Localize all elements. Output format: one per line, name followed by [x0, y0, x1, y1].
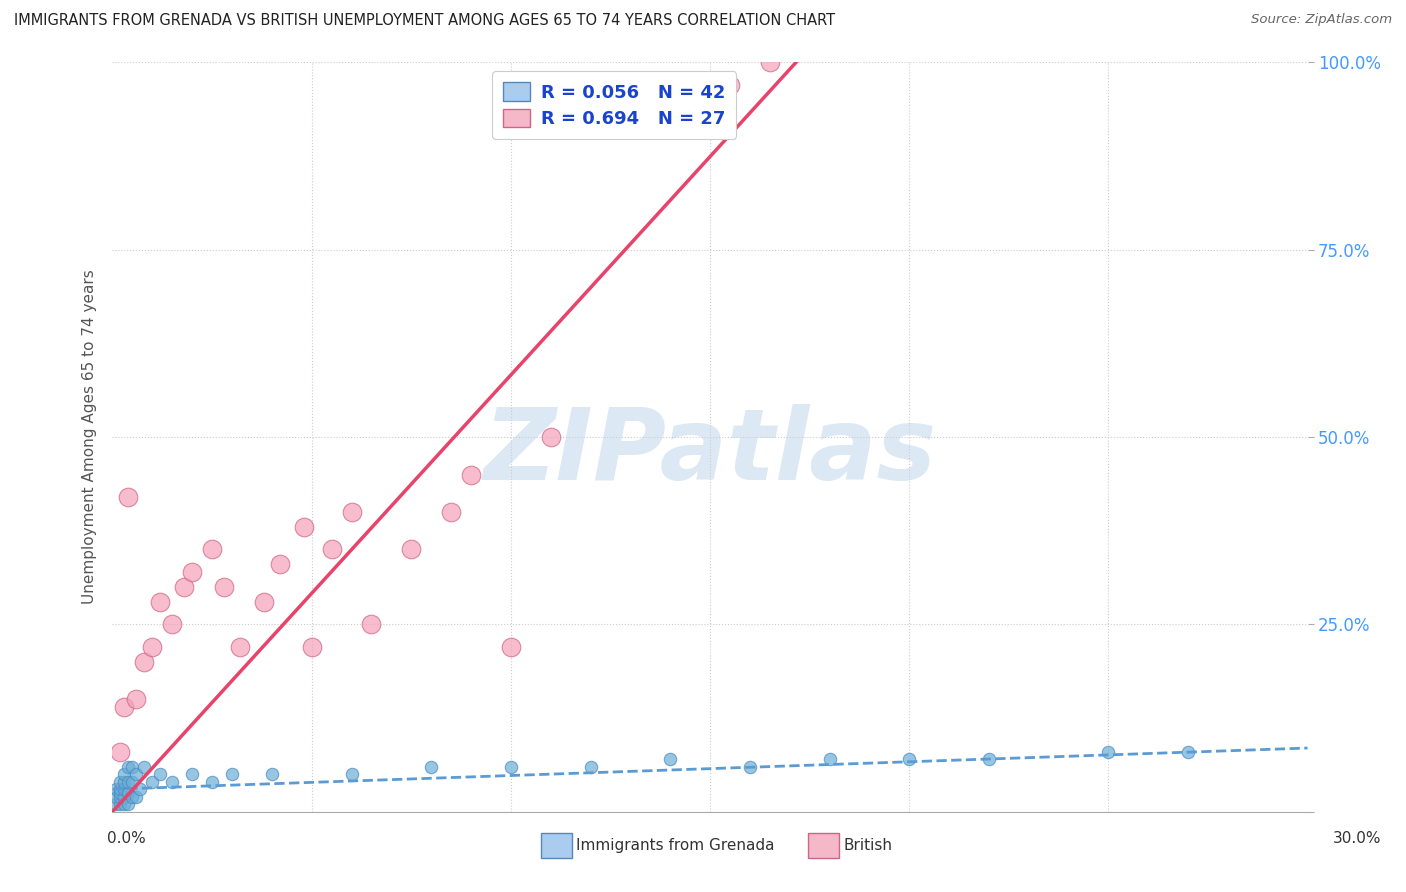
- Point: [173, 580, 195, 594]
- Point: [301, 640, 323, 654]
- Point: [818, 752, 841, 766]
- Point: [134, 760, 156, 774]
- Text: 30.0%: 30.0%: [1333, 831, 1381, 846]
- Point: [718, 78, 741, 92]
- Point: [579, 760, 602, 774]
- Point: [114, 699, 135, 714]
- Point: [110, 782, 132, 797]
- Text: British: British: [844, 838, 893, 853]
- Point: [105, 797, 128, 812]
- Point: [738, 760, 761, 774]
- Point: [125, 692, 148, 706]
- Point: [121, 789, 143, 804]
- Text: Immigrants from Grenada: Immigrants from Grenada: [576, 838, 775, 853]
- Point: [201, 774, 224, 789]
- Point: [117, 797, 139, 812]
- Point: [110, 774, 132, 789]
- Point: [221, 767, 243, 781]
- Point: [110, 745, 132, 759]
- Point: [149, 595, 172, 609]
- Point: [181, 767, 204, 781]
- Point: [125, 767, 148, 781]
- Text: Source: ZipAtlas.com: Source: ZipAtlas.com: [1251, 13, 1392, 27]
- Text: IMMIGRANTS FROM GRENADA VS BRITISH UNEMPLOYMENT AMONG AGES 65 TO 74 YEARS CORREL: IMMIGRANTS FROM GRENADA VS BRITISH UNEMP…: [14, 13, 835, 29]
- Point: [269, 558, 291, 572]
- Point: [141, 640, 163, 654]
- Point: [105, 782, 128, 797]
- Point: [114, 789, 135, 804]
- Point: [114, 767, 135, 781]
- Point: [340, 767, 363, 781]
- Point: [117, 774, 139, 789]
- Point: [260, 767, 283, 781]
- Text: ZIPatlas: ZIPatlas: [484, 403, 936, 500]
- Legend: R = 0.056   N = 42, R = 0.694   N = 27: R = 0.056 N = 42, R = 0.694 N = 27: [492, 71, 737, 139]
- Point: [149, 767, 172, 781]
- Point: [321, 542, 343, 557]
- Point: [759, 55, 782, 70]
- Point: [253, 595, 276, 609]
- Point: [1097, 745, 1119, 759]
- Point: [121, 774, 143, 789]
- Point: [114, 774, 135, 789]
- Point: [292, 520, 315, 534]
- Point: [105, 789, 128, 804]
- Point: [540, 430, 562, 444]
- Point: [340, 505, 363, 519]
- Point: [420, 760, 443, 774]
- Point: [181, 565, 204, 579]
- Point: [659, 752, 682, 766]
- Point: [141, 774, 163, 789]
- Point: [212, 580, 235, 594]
- Y-axis label: Unemployment Among Ages 65 to 74 years: Unemployment Among Ages 65 to 74 years: [82, 269, 97, 605]
- Point: [1177, 745, 1199, 759]
- Point: [110, 786, 132, 800]
- Point: [440, 505, 463, 519]
- Point: [129, 782, 152, 797]
- Point: [229, 640, 252, 654]
- Point: [977, 752, 1000, 766]
- Text: 0.0%: 0.0%: [107, 831, 146, 846]
- Point: [114, 797, 135, 812]
- Point: [121, 760, 143, 774]
- Point: [360, 617, 382, 632]
- Point: [110, 789, 132, 804]
- Point: [117, 760, 139, 774]
- Point: [125, 789, 148, 804]
- Point: [134, 655, 156, 669]
- Point: [114, 782, 135, 797]
- Point: [201, 542, 224, 557]
- Point: [110, 797, 132, 812]
- Point: [898, 752, 921, 766]
- Point: [499, 640, 522, 654]
- Point: [117, 490, 139, 504]
- Point: [162, 617, 183, 632]
- Point: [162, 774, 183, 789]
- Point: [499, 760, 522, 774]
- Point: [460, 467, 482, 482]
- Point: [117, 786, 139, 800]
- Point: [401, 542, 423, 557]
